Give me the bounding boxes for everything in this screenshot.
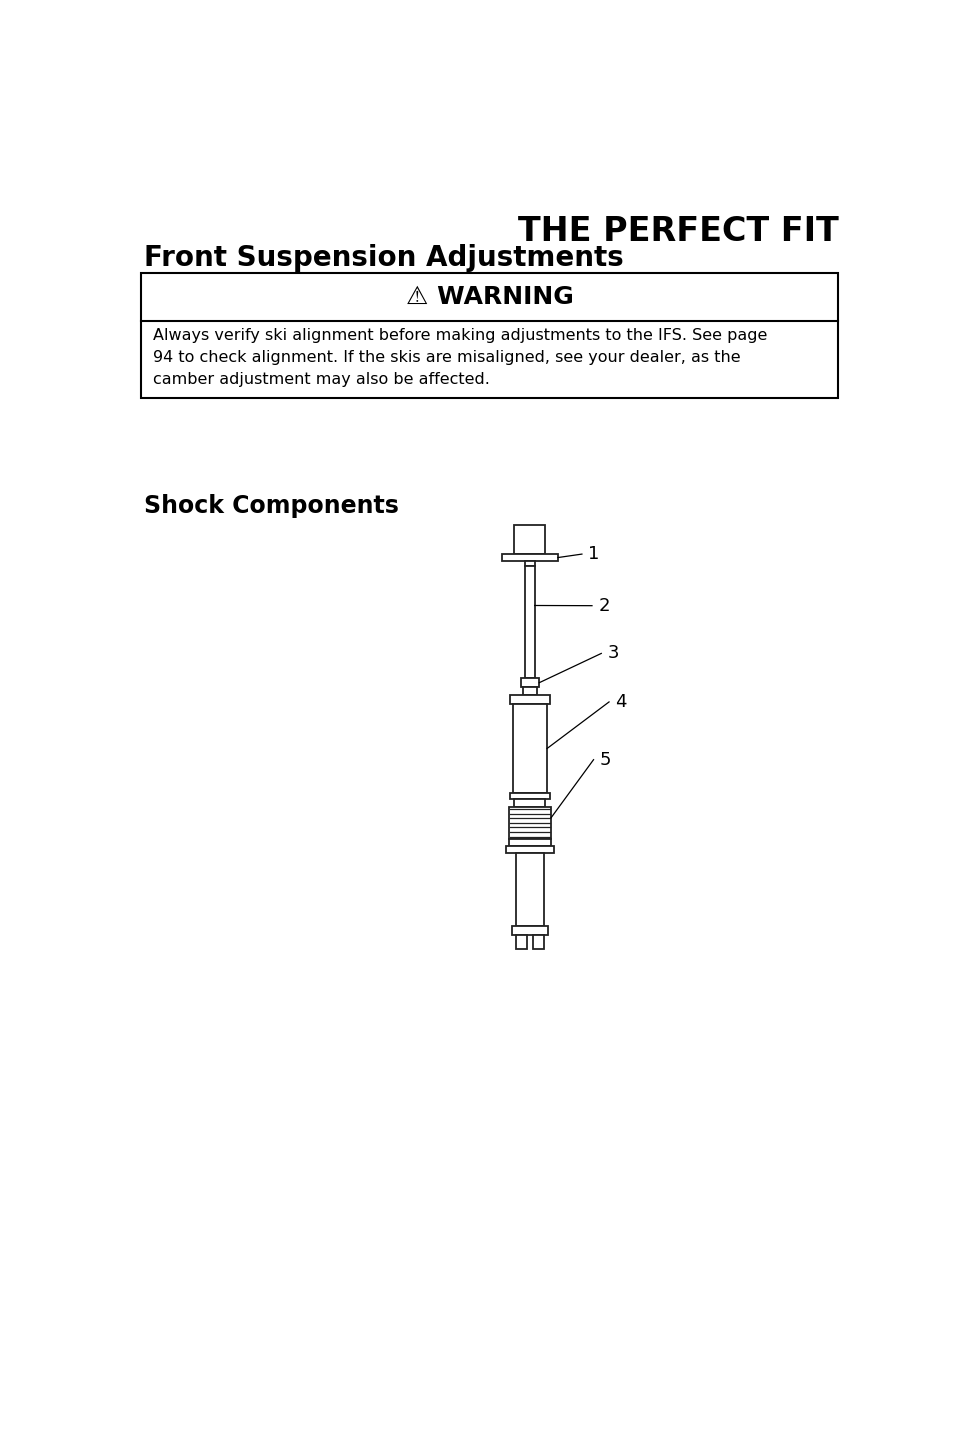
Bar: [501, 554, 558, 561]
Bar: [509, 695, 550, 704]
Text: THE PERFECT FIT: THE PERFECT FIT: [517, 215, 838, 247]
Bar: [513, 704, 546, 792]
Bar: [505, 846, 554, 853]
Bar: [141, 273, 838, 398]
Bar: [514, 798, 545, 807]
Text: 5: 5: [599, 750, 611, 769]
Text: Shock Components: Shock Components: [144, 494, 398, 518]
Text: 2: 2: [598, 596, 609, 615]
Bar: [522, 688, 537, 695]
Bar: [524, 561, 535, 567]
Bar: [514, 525, 545, 554]
Text: 1: 1: [587, 545, 598, 563]
Bar: [516, 853, 543, 926]
Text: ⚠ WARNING: ⚠ WARNING: [405, 285, 573, 308]
Text: Front Suspension Adjustments: Front Suspension Adjustments: [144, 244, 623, 272]
Bar: [525, 567, 534, 678]
Text: 3: 3: [607, 644, 618, 663]
Bar: [520, 678, 538, 688]
Bar: [509, 839, 550, 846]
Bar: [512, 926, 547, 935]
Text: 4: 4: [615, 694, 626, 711]
Bar: [533, 935, 543, 949]
Text: Always verify ski alignment before making adjustments to the IFS. See page
94 to: Always verify ski alignment before makin…: [153, 329, 767, 387]
Bar: [509, 792, 550, 798]
Bar: [509, 807, 550, 839]
Bar: [516, 935, 526, 949]
